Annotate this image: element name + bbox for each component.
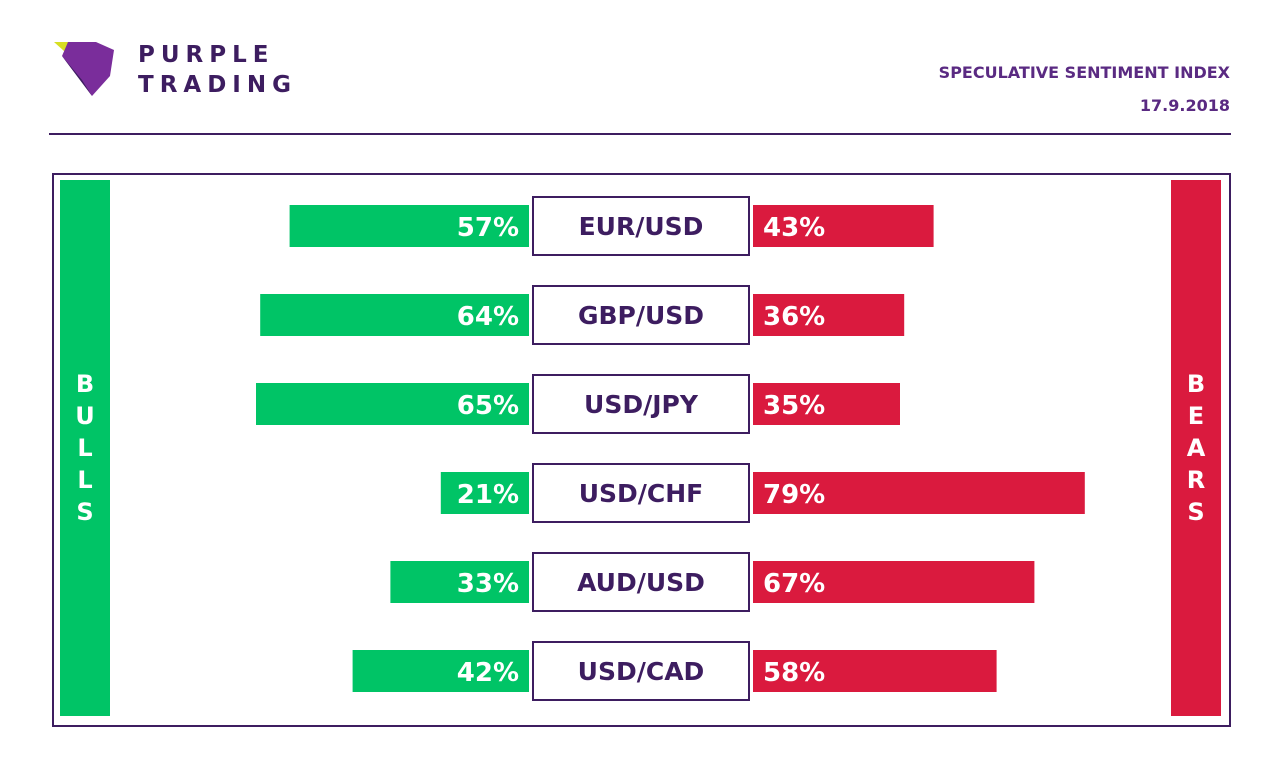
brand-line-2: TRADING [138, 72, 297, 98]
pair-box [532, 641, 750, 701]
currency-pair-label: USD/CHF [579, 479, 704, 508]
brand-name: PURPLE TRADING [138, 40, 297, 100]
currency-pair-label: GBP/USD [578, 301, 704, 330]
bear-value-label: 35% [763, 391, 825, 421]
bears-letter: S [1187, 498, 1205, 526]
bear-bar [753, 205, 934, 247]
bull-value-label: 21% [457, 480, 519, 510]
bull-value-label: 33% [457, 569, 519, 599]
bull-value-label: 65% [457, 391, 519, 421]
purple-trading-logo-icon [54, 42, 114, 96]
bull-value-label: 64% [457, 302, 519, 332]
header-info: SPECULATIVE SENTIMENT INDEX 17.9.2018 [939, 56, 1230, 122]
brand-line-1: PURPLE [138, 42, 275, 68]
header-divider [49, 133, 1231, 135]
page-title: SPECULATIVE SENTIMENT INDEX [938, 63, 1230, 82]
bear-value-label: 36% [763, 302, 825, 332]
bull-bar [260, 294, 529, 336]
bears-letter: A [1186, 434, 1206, 462]
brand-logo: PURPLE TRADING [52, 40, 302, 100]
bulls-label: B U L L S [75, 368, 95, 528]
bears-side-bar: B E A R S [1171, 180, 1221, 716]
currency-pair-label: USD/JPY [584, 390, 699, 419]
bear-bar [753, 561, 1035, 603]
currency-pair-label: USD/CAD [578, 657, 705, 686]
bull-bar [440, 472, 529, 514]
bear-bar [753, 294, 905, 336]
bulls-side-bar: B U L L S [60, 180, 110, 716]
bulls-letter: B [75, 370, 95, 398]
bull-value-label: 57% [457, 213, 519, 243]
bears-letter: E [1187, 402, 1205, 430]
bear-value-label: 58% [763, 658, 825, 688]
bulls-letter: L [77, 434, 93, 462]
pair-box [532, 196, 750, 256]
bears-letter: R [1186, 466, 1206, 494]
bear-value-label: 79% [763, 480, 825, 510]
pair-box [532, 374, 750, 434]
currency-pair-label: AUD/USD [577, 568, 705, 597]
bear-bar [753, 650, 997, 692]
bear-bar [753, 472, 1085, 514]
bulls-letter: U [75, 402, 95, 430]
report-date: 17.9.2018 [1139, 96, 1230, 115]
currency-pair-label: EUR/USD [579, 212, 704, 241]
bull-bar [352, 650, 529, 692]
bulls-letter: L [77, 466, 93, 494]
bears-letter: B [1186, 370, 1206, 398]
bull-bar [390, 561, 529, 603]
bull-bar [256, 383, 529, 425]
bears-label: B E A R S [1187, 368, 1206, 528]
pair-box [532, 463, 750, 523]
pair-box [532, 285, 750, 345]
bull-bar [289, 205, 529, 247]
pair-box [532, 552, 750, 612]
bear-value-label: 43% [763, 213, 825, 243]
bear-bar [753, 383, 900, 425]
bulls-letter: S [76, 498, 94, 526]
chart-frame [52, 173, 1231, 727]
bear-value-label: 67% [763, 569, 825, 599]
bull-value-label: 42% [457, 658, 519, 688]
